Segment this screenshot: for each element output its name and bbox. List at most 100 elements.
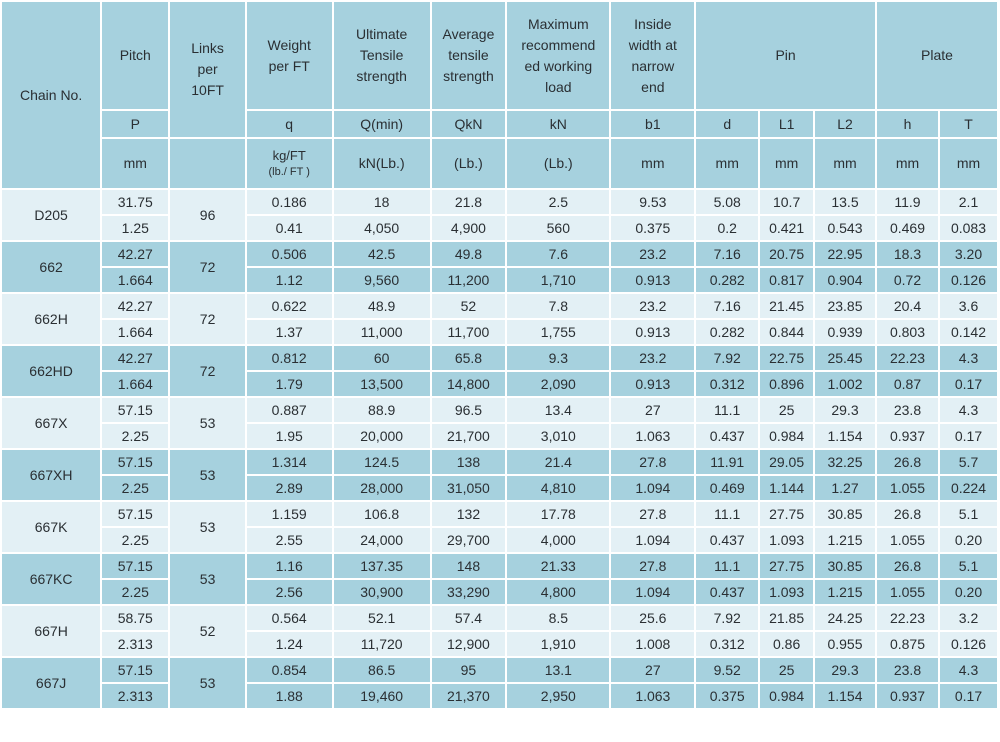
- cell-chain-no: 662: [0, 240, 103, 294]
- table-row-imperial: 2.25 1.95 20,000 21,700 3,010 1.063 0.437 0.984…: [1, 422, 999, 450]
- cell-pin-l1: 29.05: [758, 448, 815, 476]
- cell-links: 72: [168, 240, 247, 294]
- unit-pin-l1: mm: [758, 137, 815, 190]
- unit-ultimate: kN(Lb.): [331, 137, 432, 190]
- cell-pin-d-imperial: 0.282: [694, 266, 761, 294]
- cell-average-tensile-imperial: 12,900: [429, 630, 508, 658]
- cell-pitch-imperial: 1.25: [100, 214, 171, 242]
- cell-weight: 0.622: [244, 292, 334, 320]
- cell-max-load: 7.6: [505, 240, 612, 268]
- cell-pin-l1-imperial: 0.421: [758, 214, 815, 242]
- cell-inside-width: 9.53: [609, 188, 697, 216]
- cell-ultimate-tensile-imperial: 30,900: [331, 578, 432, 606]
- cell-pin-l1: 27.75: [758, 500, 815, 528]
- cell-chain-no: 667K: [0, 500, 103, 554]
- cell-max-load: 7.8: [505, 292, 612, 320]
- cell-average-tensile: 95: [429, 656, 508, 684]
- cell-plate-h-imperial: 0.469: [874, 214, 941, 242]
- cell-plate-t-imperial: 0.17: [938, 422, 999, 450]
- cell-plate-t-imperial: 0.126: [938, 630, 999, 658]
- symbol-ultimate: Q(min): [331, 109, 432, 139]
- table-row: 662HD 42.27 72 0.812 60 65.8 9.3 23.2 7.92 22.75 2…: [0, 344, 999, 398]
- cell-links: 53: [168, 656, 247, 710]
- cell-ultimate-tensile-imperial: 13,500: [331, 370, 432, 398]
- cell-pin-d: 11.91: [694, 448, 761, 476]
- cell-pin-l1: 25: [758, 396, 815, 424]
- cell-weight: 0.186: [244, 188, 334, 216]
- cell-links: 72: [168, 292, 247, 346]
- cell-plate-t: 5.1: [938, 500, 999, 528]
- cell-inside-width-imperial: 1.094: [609, 474, 697, 502]
- cell-links: 53: [168, 552, 247, 606]
- cell-pin-d-imperial: 0.469: [694, 474, 761, 502]
- table-row: 662 42.27 72 0.506 42.5 49.8 7.6 23.2 7.16 20.75 2…: [0, 240, 999, 294]
- cell-plate-t: 3.6: [938, 292, 999, 320]
- cell-ultimate-tensile: 86.5: [331, 656, 432, 684]
- cell-plate-h: 26.8: [874, 448, 941, 476]
- unit-inside-width: mm: [609, 137, 697, 190]
- cell-chain-no: 667X: [0, 396, 103, 450]
- cell-pin-l2: 23.85: [812, 292, 877, 320]
- cell-plate-h: 20.4: [874, 292, 941, 320]
- chain-spec-table: Chain No. Pitch Links per 10FT Weight per F…: [0, 0, 1000, 710]
- cell-max-load: 21.33: [505, 552, 612, 580]
- cell-ultimate-tensile-imperial: 24,000: [331, 526, 432, 554]
- cell-inside-width-imperial: 1.008: [609, 630, 697, 658]
- cell-average-tensile-imperial: 29,700: [429, 526, 508, 554]
- cell-pitch: 42.27: [100, 240, 171, 268]
- cell-plate-h-imperial: 0.72: [874, 266, 941, 294]
- cell-plate-h-imperial: 1.055: [874, 526, 941, 554]
- cell-weight-imperial: 1.88: [244, 682, 334, 710]
- cell-pin-l2-imperial: 1.215: [812, 578, 877, 606]
- cell-pitch-imperial: 2.25: [100, 578, 171, 606]
- cell-inside-width: 27.8: [609, 552, 697, 580]
- cell-average-tensile-imperial: 31,050: [429, 474, 508, 502]
- cell-pin-l1-imperial: 1.144: [758, 474, 815, 502]
- cell-pitch-imperial: 1.664: [100, 318, 171, 346]
- cell-chain-no: 667KC: [0, 552, 103, 606]
- header-average-tensile: Average tensile strength: [429, 0, 508, 111]
- cell-ultimate-tensile-imperial: 11,000: [331, 318, 432, 346]
- unit-average: (Lb.): [429, 137, 508, 190]
- cell-pin-l1-imperial: 0.896: [758, 370, 815, 398]
- cell-pitch: 58.75: [100, 604, 171, 632]
- cell-pin-l2-imperial: 1.154: [812, 682, 877, 710]
- cell-chain-no: 667XH: [0, 448, 103, 502]
- cell-pin-l1: 21.85: [758, 604, 815, 632]
- cell-pin-d: 11.1: [694, 396, 761, 424]
- cell-plate-h-imperial: 0.803: [874, 318, 941, 346]
- cell-weight-imperial: 0.41: [244, 214, 334, 242]
- cell-links: 96: [168, 188, 247, 242]
- cell-plate-t: 5.1: [938, 552, 999, 580]
- cell-inside-width: 27: [609, 656, 697, 684]
- cell-average-tensile: 96.5: [429, 396, 508, 424]
- cell-plate-t: 4.3: [938, 396, 999, 424]
- table-row-imperial: 2.313 1.88 19,460 21,370 2,950 1.063 0.375 0.98…: [1, 682, 999, 710]
- cell-average-tensile-imperial: 11,200: [429, 266, 508, 294]
- cell-pin-d-imperial: 0.437: [694, 578, 761, 606]
- cell-max-load-imperial: 4,000: [505, 526, 612, 554]
- unit-weight-metric: kg/FT: [272, 147, 306, 163]
- cell-ultimate-tensile-imperial: 11,720: [331, 630, 432, 658]
- cell-plate-t-imperial: 0.20: [938, 578, 999, 606]
- table-row: 667XH 57.15 53 1.314 124.5 138 21.4 27.8 11.91 29…: [0, 448, 999, 502]
- cell-plate-h-imperial: 0.87: [874, 370, 941, 398]
- cell-pin-d-imperial: 0.312: [694, 370, 761, 398]
- cell-inside-width-imperial: 0.913: [609, 370, 697, 398]
- cell-average-tensile: 132: [429, 500, 508, 528]
- cell-ultimate-tensile: 48.9: [331, 292, 432, 320]
- cell-pin-d: 7.16: [694, 292, 761, 320]
- unit-plate-h: mm: [874, 137, 941, 190]
- symbol-plate-h: h: [874, 109, 941, 139]
- cell-chain-no: 662HD: [0, 344, 103, 398]
- cell-weight: 0.812: [244, 344, 334, 372]
- cell-weight: 0.564: [244, 604, 334, 632]
- cell-chain-no: 667J: [0, 656, 103, 710]
- cell-pin-l1-imperial: 1.093: [758, 578, 815, 606]
- cell-plate-h-imperial: 0.937: [874, 422, 941, 450]
- cell-pin-l1: 22.75: [758, 344, 815, 372]
- cell-pin-d: 7.16: [694, 240, 761, 268]
- cell-plate-t: 4.3: [938, 656, 999, 684]
- cell-pitch: 42.27: [100, 292, 171, 320]
- table-row: 667KC 57.15 53 1.16 137.35 148 21.33 27.8 11.1 27…: [0, 552, 999, 606]
